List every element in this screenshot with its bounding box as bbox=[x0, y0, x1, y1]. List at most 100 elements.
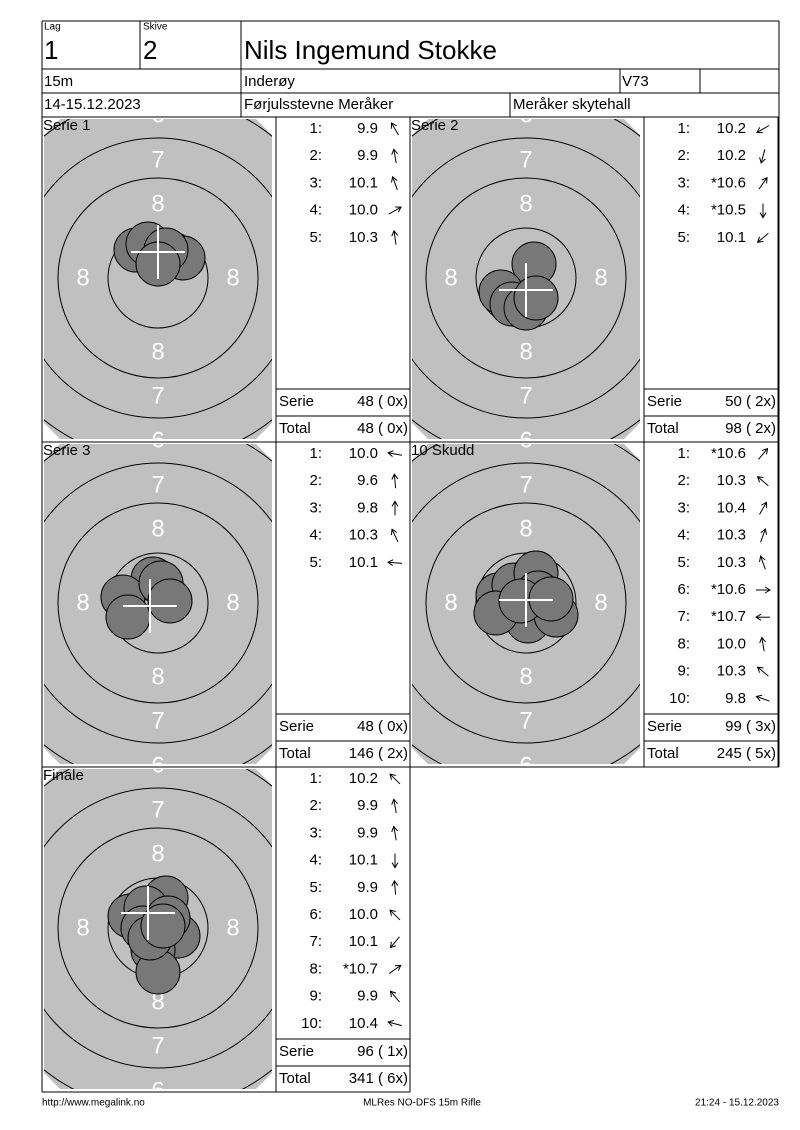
text: Total bbox=[279, 745, 311, 762]
direction-arrow bbox=[759, 555, 766, 570]
arrow-shaft bbox=[756, 125, 770, 133]
text: V73 bbox=[622, 73, 649, 90]
ring bbox=[57, 827, 259, 1029]
direction-arrow bbox=[759, 636, 766, 652]
text: 6: bbox=[677, 581, 690, 598]
arrow-shaft bbox=[393, 826, 397, 841]
text: 10.1 bbox=[349, 852, 378, 869]
direction-arrow bbox=[756, 586, 771, 594]
direction-arrow bbox=[391, 473, 399, 489]
arrow-head bbox=[389, 909, 396, 916]
arrow-shaft bbox=[389, 909, 401, 921]
target: 6 6 7 7 8 8 8 8 bbox=[44, 119, 272, 439]
text: *10.6 bbox=[711, 174, 746, 191]
ring-label: 7 bbox=[151, 382, 164, 409]
direction-arrow bbox=[755, 694, 770, 702]
ring-label: 8 bbox=[519, 515, 532, 542]
text: 3: bbox=[309, 824, 322, 841]
arrow-shaft bbox=[392, 176, 398, 191]
direction-arrow bbox=[756, 666, 769, 677]
text: Serie bbox=[647, 393, 682, 410]
ring-label: 8 bbox=[151, 988, 164, 1015]
text: 8: bbox=[677, 635, 690, 652]
text: 3: bbox=[677, 174, 690, 191]
text: 9.6 bbox=[357, 472, 378, 489]
text: 10.1 bbox=[349, 554, 378, 571]
text: Serie bbox=[279, 718, 314, 735]
text: 1: bbox=[309, 770, 322, 787]
arrow-shaft bbox=[387, 561, 403, 564]
text: 9.9 bbox=[357, 879, 378, 896]
arrow-shaft bbox=[757, 476, 769, 487]
text: Nils Ingemund Stokke bbox=[244, 35, 497, 65]
text: 10.2 bbox=[349, 770, 378, 787]
direction-arrow bbox=[387, 450, 402, 457]
text: 9.9 bbox=[357, 797, 378, 814]
text: 48 ( 0x) bbox=[357, 718, 408, 735]
arrow-head bbox=[389, 773, 396, 780]
text: 10.0 bbox=[717, 635, 746, 652]
text: 146 ( 2x) bbox=[349, 745, 408, 762]
ring-label: 7 bbox=[519, 471, 532, 498]
target: 6 6 7 7 8 8 8 8 bbox=[44, 444, 272, 764]
arrow-head bbox=[755, 613, 762, 621]
text: 9.8 bbox=[357, 499, 378, 516]
arrow-head bbox=[760, 528, 767, 535]
text: *10.6 bbox=[711, 581, 746, 598]
direction-arrow bbox=[759, 501, 768, 515]
text: *10.7 bbox=[343, 960, 378, 977]
text: Total bbox=[279, 420, 311, 437]
text: 7: bbox=[677, 608, 690, 625]
arrow-shaft bbox=[757, 666, 769, 677]
arrow-head bbox=[389, 990, 397, 998]
text: 245 ( 5x) bbox=[717, 745, 776, 762]
arrow-head bbox=[761, 447, 769, 455]
text: 4: bbox=[677, 202, 690, 219]
arrow-head bbox=[391, 825, 398, 833]
text: 10.2 bbox=[717, 120, 746, 137]
arrow-head bbox=[759, 157, 766, 164]
text: 9.8 bbox=[725, 690, 746, 707]
ring-label: 8 bbox=[444, 589, 457, 616]
ring-label: 7 bbox=[519, 382, 532, 409]
arrow-shaft bbox=[758, 448, 768, 460]
text: 96 ( 1x) bbox=[357, 1043, 408, 1060]
text: 2: bbox=[677, 472, 690, 489]
arrow-head bbox=[391, 879, 399, 887]
text: *10.6 bbox=[711, 445, 746, 462]
text: Finale bbox=[43, 767, 84, 784]
ring-label: 7 bbox=[519, 707, 532, 734]
text: 10.3 bbox=[717, 527, 746, 544]
text: *10.5 bbox=[711, 202, 746, 219]
arrow-head bbox=[391, 473, 399, 480]
arrow-head bbox=[390, 122, 397, 129]
arrow-head bbox=[394, 964, 402, 971]
arrow-head bbox=[391, 148, 398, 155]
direction-arrow bbox=[387, 1019, 402, 1027]
arrow-shaft bbox=[388, 964, 402, 974]
text: 10.1 bbox=[717, 229, 746, 246]
text: 6: bbox=[309, 906, 322, 923]
text: 10.2 bbox=[717, 147, 746, 164]
text: 8: bbox=[309, 960, 322, 977]
text: 10.3 bbox=[349, 229, 378, 246]
text: Inderøy bbox=[244, 73, 295, 90]
text: 14-15.12.2023 bbox=[44, 96, 141, 113]
ring-label: 6 bbox=[519, 101, 532, 128]
ring-label: 7 bbox=[151, 471, 164, 498]
arrow-shaft bbox=[758, 177, 768, 190]
ring bbox=[44, 462, 272, 744]
text: 10 Skudd bbox=[411, 442, 474, 459]
direction-arrow bbox=[756, 125, 770, 134]
arrow-head bbox=[391, 229, 399, 237]
shot-hole bbox=[513, 275, 559, 321]
arrow-shaft bbox=[757, 232, 769, 243]
arrow-head bbox=[761, 176, 768, 184]
arrow-shaft bbox=[760, 528, 766, 543]
text: 5: bbox=[677, 229, 690, 246]
ring-label: 8 bbox=[151, 840, 164, 867]
direction-arrow bbox=[391, 229, 399, 245]
direction-arrow bbox=[389, 936, 400, 949]
arrow-head bbox=[759, 212, 767, 219]
